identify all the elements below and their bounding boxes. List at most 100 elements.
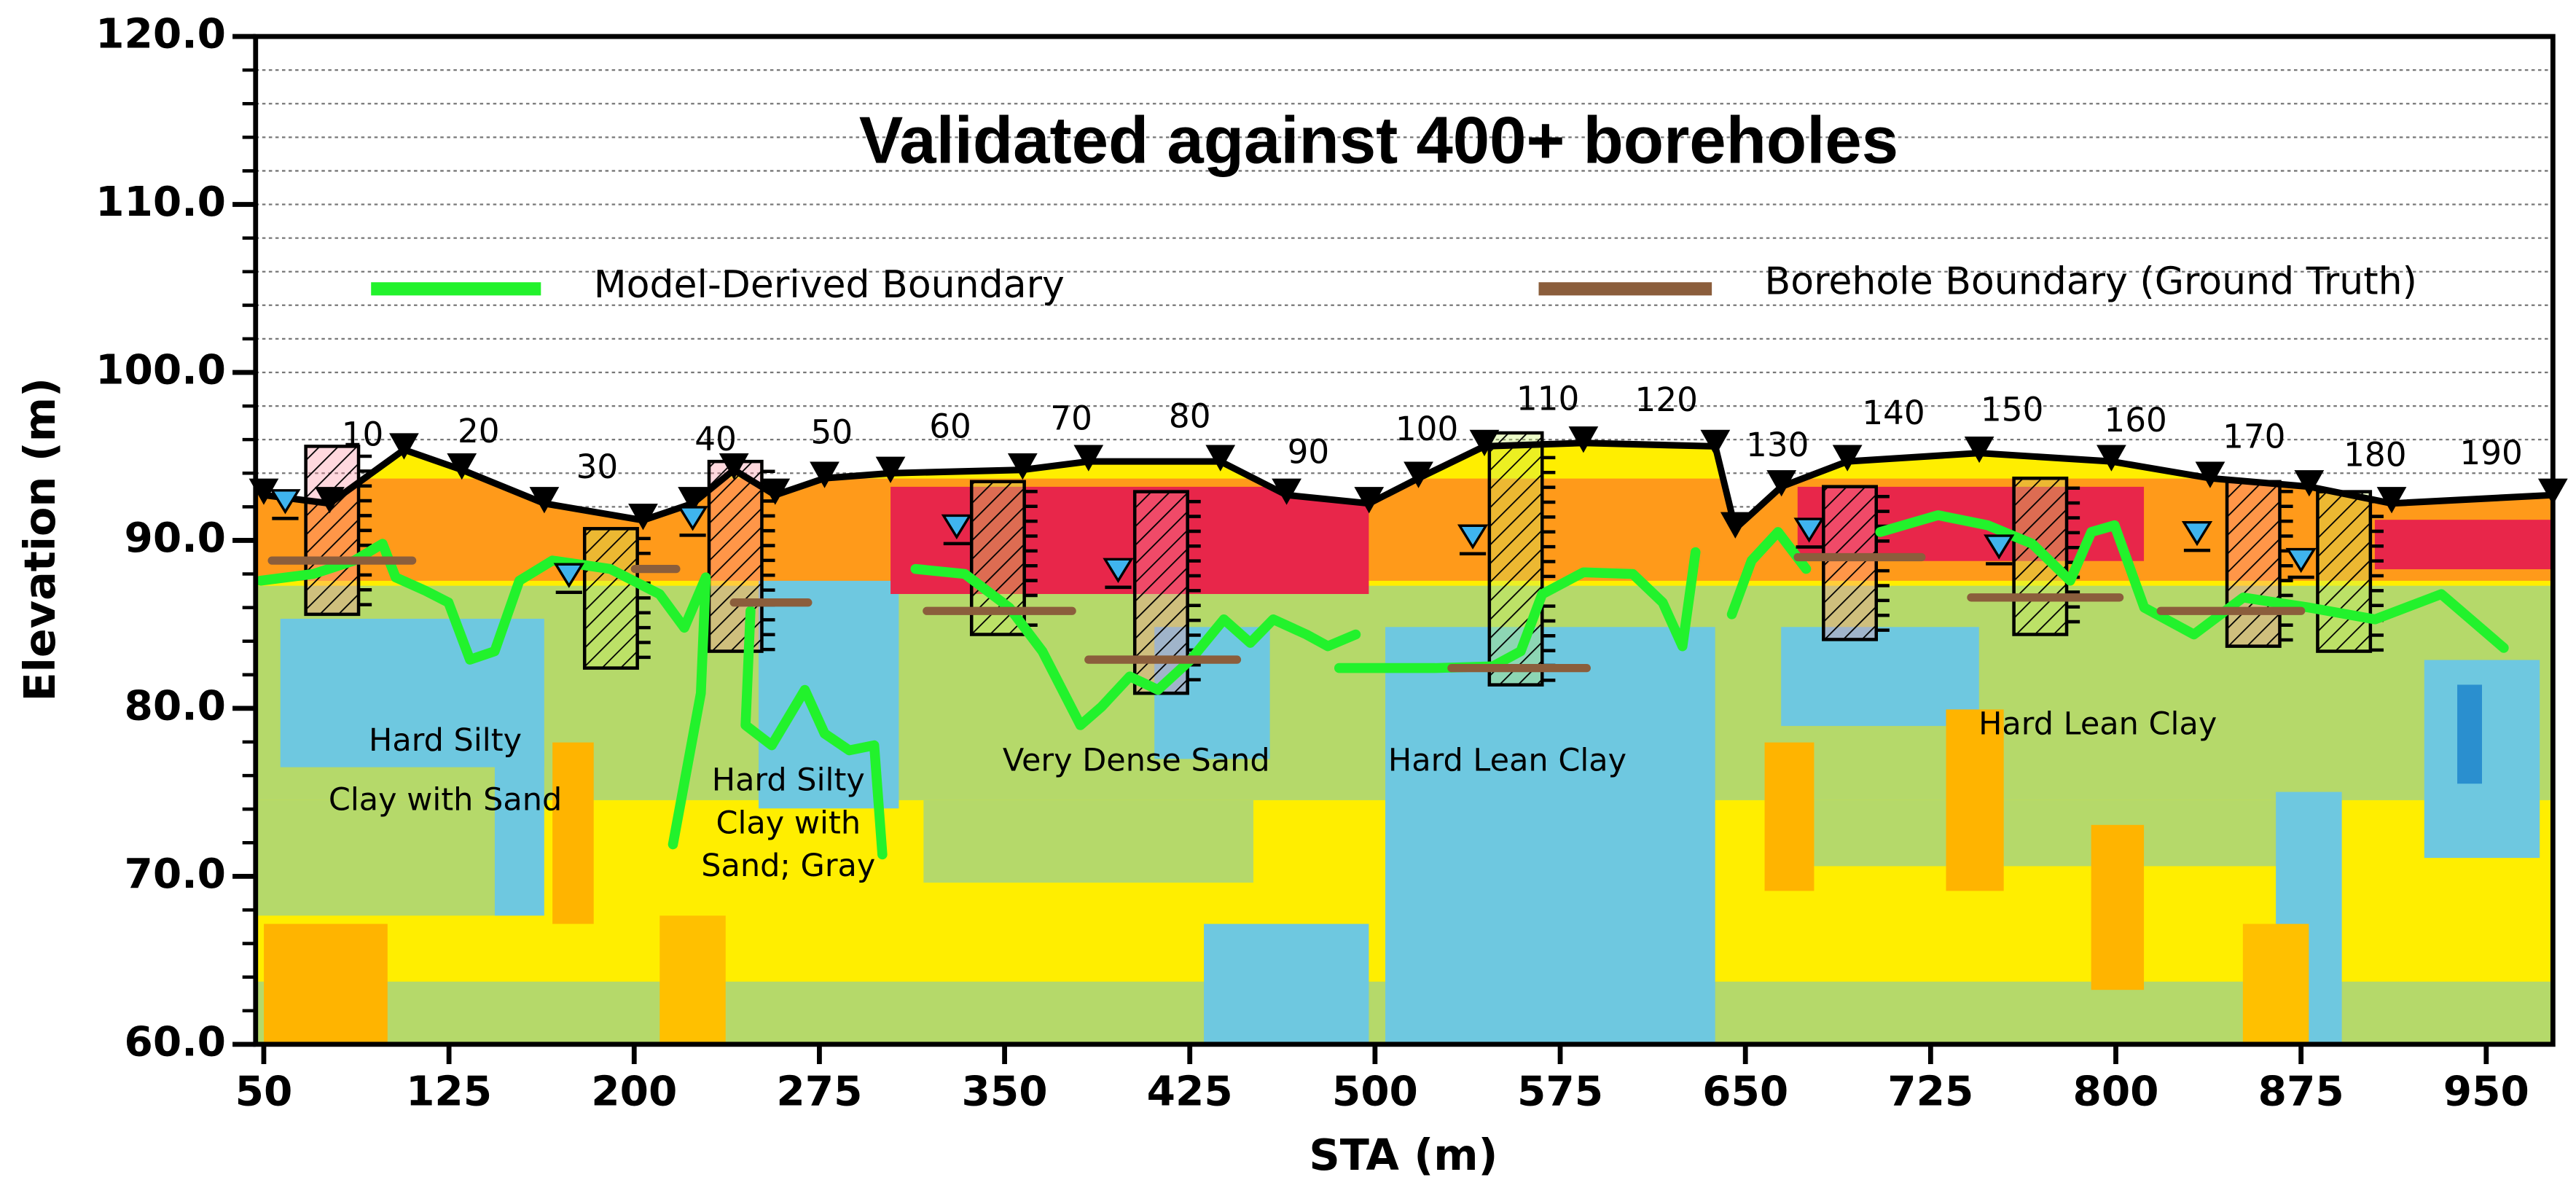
x-tick-label: 350 [962,1067,1048,1115]
ground-marker [1700,429,1731,456]
x-tick-label: 725 [1887,1067,1973,1115]
station-label: 120 [1635,380,1698,419]
annotation: Clay with [716,805,861,841]
marks [248,426,2568,860]
annotation: Hard Silty [712,762,865,798]
y-tick-label: 80.0 [124,682,226,730]
ground-marker [1964,436,1994,464]
water-table [1457,524,1489,550]
water-table [2285,547,2317,574]
x-tick-label: 425 [1147,1067,1233,1115]
annotation: Very Dense Sand [1003,742,1270,778]
soil-orange [1764,742,1814,891]
station-label: 150 [1981,391,2043,429]
borehole-hatch [1489,432,1543,685]
soil-green [1814,800,2309,867]
ground-marker [2195,461,2225,488]
soil-green [255,800,520,916]
annotation: Hard Lean Clay [1978,706,2217,743]
soil-field [255,442,2553,1044]
legend-label: Model-Derived Boundary [594,263,1065,307]
x-tick-label: 200 [591,1067,677,1115]
water-table [1793,517,1825,543]
station-label: 110 [1516,380,1579,418]
x-tick-label: 275 [776,1067,862,1115]
x-tick-label: 125 [406,1067,492,1115]
station-label: 90 [1288,432,1330,471]
soil-orange [1946,709,2004,891]
ground-marker [1073,445,1104,472]
ground-marker [1404,461,1433,488]
soil-red [2374,520,2553,570]
water-table [270,489,301,515]
y-tick-label: 60.0 [124,1017,226,1066]
model-boundary [255,510,2509,860]
ground-marker [1354,487,1385,514]
station-label: 30 [576,448,619,486]
water-table [553,563,584,588]
ground-marker [1007,453,1038,480]
soil-blue [1385,627,1715,1044]
y-tick-label: 110.0 [95,178,226,226]
ground-marker [2294,470,2325,497]
soil-blue [1204,923,1369,1044]
borehole-hatch [584,528,638,668]
ground-marker [1205,445,1236,472]
ground-marker [529,487,560,514]
station-label: 10 [342,415,384,453]
y-tick-label: 70.0 [124,850,226,898]
soil-green [923,800,1253,883]
ground-marker [315,487,345,514]
borehole-hatch [2227,481,2280,646]
station-label: 70 [1050,399,1092,437]
soil-darkblue [2457,684,2483,784]
ground-marker [628,504,658,531]
borehole-hatch [305,446,359,614]
x-tick-label: 500 [1332,1067,1418,1115]
station-label: 50 [811,413,853,452]
soil-orange [659,915,726,1044]
y-tick-label: 120.0 [95,10,226,58]
station-label: 60 [929,407,971,445]
ground-marker [810,461,839,488]
legend-label: Borehole Boundary (Ground Truth) [1765,260,2417,304]
soil-orange [2242,923,2309,1044]
x-tick-label: 950 [2443,1067,2529,1115]
ground-marker [719,453,749,480]
soil-blue [494,750,544,916]
borehole-hatch [2317,491,2371,652]
y-tick-label: 90.0 [124,514,226,562]
annotation: Hard Silty [369,722,522,759]
station-label: 170 [2223,417,2285,456]
y-axis-label: Elevation (m) [15,378,65,701]
ground-marker [1720,512,1750,539]
ground-marker [1766,470,1797,497]
water-table [941,514,972,540]
water-table [677,506,708,531]
chart-title: Validated against 400+ boreholes [859,103,1898,177]
y-tick-label: 100.0 [95,346,226,394]
annotation: Hard Lean Clay [1388,742,1626,778]
x-tick-label: 575 [1517,1067,1603,1115]
ground-marker [1272,478,1301,505]
x-tick-label: 875 [2258,1067,2344,1115]
ground-marker [2097,445,2126,472]
ground-marker [1832,445,1863,472]
ground-marker [760,478,791,505]
x-axis-label: STA (m) [1309,1130,1498,1180]
station-label: 140 [1862,394,1925,432]
borehole-boundary [267,552,2306,673]
water-table [1103,558,1134,583]
annotation: Clay with Sand [329,782,562,818]
station-label: 100 [1395,410,1458,448]
ground-marker [447,453,477,480]
ground-marker [389,433,419,460]
station-label: 180 [2344,435,2406,474]
ground-marker [1568,426,1599,453]
station-label: 20 [458,412,500,450]
ground-marker [875,456,906,483]
x-tick-label: 800 [2072,1067,2158,1115]
water-table [2181,520,2213,547]
ground-marker [2376,487,2407,514]
